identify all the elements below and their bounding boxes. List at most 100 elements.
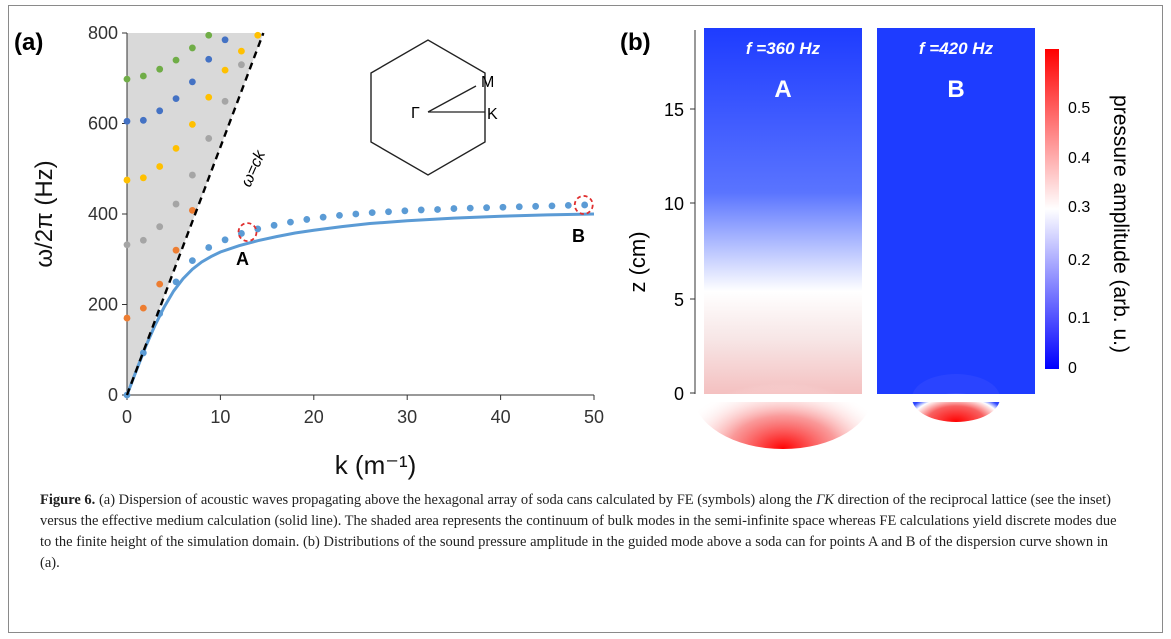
fe_bulk_orange-point [188, 206, 196, 214]
z-tick-15: 15 [664, 100, 684, 120]
fe_guided-point [548, 202, 556, 210]
fe_bulk_green-point [123, 75, 131, 83]
z-tick-5: 5 [674, 290, 684, 310]
fe_guided-point [303, 216, 311, 223]
colorbar-tick-0.1: 0.1 [1068, 310, 1090, 327]
light-line-label: ω=ck [238, 147, 269, 189]
fe_bulk_yellow-point [238, 47, 245, 55]
figure-frame [8, 5, 1163, 633]
fe_bulk_green-point [172, 56, 180, 64]
fe_bulk_orange-point [139, 304, 147, 312]
fe_guided-point [368, 209, 376, 217]
x-tick-label: 40 [491, 407, 511, 427]
z-tick-10: 10 [664, 194, 684, 214]
highlight-marker-b [573, 195, 594, 215]
fe_guided-point [466, 204, 474, 212]
fe_bulk_yellow-point [205, 93, 213, 101]
frame-a-label: A [774, 76, 791, 103]
fe_guided-point [188, 257, 196, 265]
frame-b-frequency: f =420 Hz [919, 39, 994, 58]
y-tick-label: 200 [88, 295, 118, 315]
colorbar-tick-0.3: 0.3 [1068, 199, 1090, 216]
brillouin-zone-inset: Γ M K [370, 39, 498, 176]
fe_bulk_gray-point [188, 171, 196, 179]
fe_bulk_yellow-point [156, 163, 164, 170]
x-tick-label: 10 [210, 407, 230, 427]
chart-axes: 0 10 20 30 40 50 0 200 400 600 800 k (m⁻¹) ω/2π (Hz) [31, 23, 604, 480]
highlight-marker-a [237, 222, 258, 243]
fe_guided-point [450, 205, 458, 212]
fe_guided-point [352, 210, 360, 218]
fe_bulk_yellow-point [139, 174, 147, 182]
colorbar-label: pressure amplitude (arb. u.) [1109, 95, 1132, 353]
fe_bulk_orange-point [123, 314, 131, 322]
fe_bulk_gray-point [221, 97, 229, 105]
caption-figure-label: Figure 6. [40, 492, 96, 508]
fe_bulk_orange-point [172, 246, 180, 254]
panel-a-label: (a) [14, 29, 43, 56]
fe_bulk_yellow-point [123, 176, 131, 184]
colorbar-tick-0.4: 0.4 [1068, 150, 1090, 167]
fe_guided-point [417, 206, 425, 214]
y-tick-label: 800 [88, 23, 118, 43]
fe_guided-point [499, 203, 507, 211]
fe_bulk_yellow-point [172, 144, 180, 152]
light_line-line [125, 32, 265, 396]
z-axis: 0 5 10 15 z (cm) [625, 30, 696, 404]
field-map-b: f =420 Hz B [877, 28, 1035, 422]
fe_guided-point [581, 201, 589, 209]
x-tick-label: 50 [584, 407, 604, 427]
fe_guided-point [564, 202, 572, 209]
y-tick-label: 600 [88, 114, 118, 134]
field-map-a: f =360 Hz A [693, 28, 873, 449]
fe_bulk_orange-point [156, 280, 164, 288]
fe_bulk_blue-point [139, 116, 147, 124]
caption-text-2: direction of the reciprocal lattice (see… [40, 492, 1117, 571]
point-b-label: B [572, 226, 585, 246]
fe_guided-point [515, 203, 523, 211]
inset-k-label: K [487, 106, 498, 123]
fe_bulk_green-point [139, 72, 147, 80]
fe_bulk_gray-point [172, 200, 180, 208]
x-tick-label: 30 [397, 407, 417, 427]
frame-a-frequency: f =360 Hz [746, 39, 821, 58]
fe_bulk_blue-point [221, 36, 229, 44]
fe_bulk_green-point [188, 44, 196, 52]
fe_guided-point [434, 206, 441, 213]
fe_bulk_blue-point [188, 78, 196, 86]
colorbar: 0 0.1 0.2 0.3 0.4 0.5 pressure amplitude… [1045, 49, 1132, 377]
inset-gamma-label: Γ [411, 105, 420, 122]
z-tick-0: 0 [674, 384, 684, 404]
point-a-label: A [236, 249, 249, 269]
fe_bulk_gray-point [238, 61, 245, 69]
fe_guided-point [532, 202, 540, 210]
fe_guided-point [287, 218, 294, 226]
fe_bulk_yellow-point [254, 31, 262, 39]
caption-text-1: (a) Dispersion of acoustic waves propaga… [95, 492, 817, 508]
fe_guided-point [205, 244, 213, 251]
y-tick-label: 400 [88, 204, 118, 224]
fe_bulk_blue-point [172, 95, 180, 103]
z-axis-label: z (cm) [625, 231, 650, 292]
frame-b-label: B [947, 76, 964, 103]
x-axis-label: k (m⁻¹) [335, 450, 417, 480]
figure-caption: Figure 6. (a) Dispersion of acoustic wav… [40, 490, 1130, 574]
y-axis-label: ω/2π (Hz) [31, 160, 58, 267]
colorbar-tick-0: 0 [1068, 360, 1077, 377]
fe_bulk_yellow-point [221, 66, 229, 74]
fe_guided-point [483, 204, 490, 212]
x-tick-label: 20 [304, 407, 324, 427]
fe_bulk_gray-point [123, 241, 131, 249]
fe_bulk_gray-point [205, 135, 213, 142]
y-tick-label: 0 [108, 385, 118, 405]
chart-marks [123, 31, 595, 399]
effective_medium-line [125, 212, 595, 396]
fe_bulk_blue-point [123, 117, 131, 125]
fe_guided-point [221, 236, 229, 244]
inset-m-label: M [481, 74, 494, 91]
fe_guided-point [319, 213, 327, 221]
fe_bulk_blue-point [156, 107, 164, 115]
caption-direction: ΓK [816, 492, 834, 508]
fe_bulk_gray-point [156, 223, 164, 231]
